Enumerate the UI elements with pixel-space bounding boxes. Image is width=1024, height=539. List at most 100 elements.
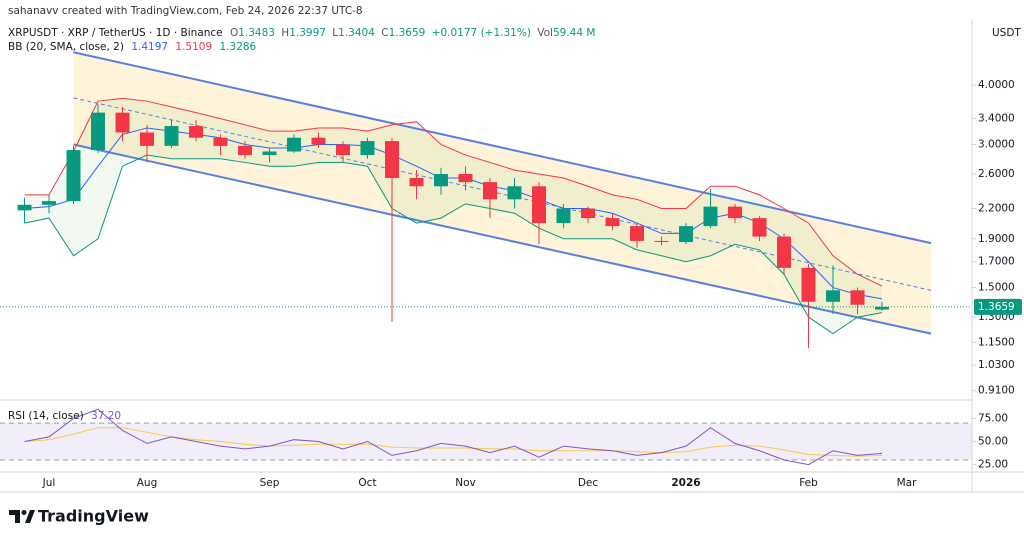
y-tick-label: 3.0000 (978, 138, 1015, 150)
y-tick-label: 1.5000 (978, 282, 1015, 294)
x-tick-label: 2026 (671, 477, 700, 489)
candle-body (679, 226, 693, 243)
price-tag-label: 1.3659 (978, 301, 1015, 313)
logo-dot (21, 510, 27, 515)
y-tick-label: 4.0000 (978, 79, 1015, 91)
candle-body (483, 182, 497, 200)
bb-fill (24, 98, 882, 334)
candle-body (140, 132, 154, 146)
candle-body (360, 141, 375, 156)
ohlc-letter: O (230, 27, 238, 39)
candle-body (458, 174, 473, 183)
x-tick-label: Dec (578, 477, 599, 489)
candle-body (434, 174, 448, 187)
candle-body (532, 186, 546, 224)
candle-body (850, 290, 865, 305)
bb-legend: BB (20, SMA, close, 2) 1.4197 1.5109 1.3… (8, 41, 257, 53)
credit: sahanavv created with TradingView.com, F… (8, 5, 363, 17)
ohlc-letter: H (281, 27, 289, 39)
ohlc-value: 1.3997 (289, 27, 326, 39)
candle-body (409, 178, 424, 187)
rsi-band (0, 423, 972, 460)
plot-area (0, 51, 972, 466)
candle-body (630, 226, 644, 241)
channel-fill (73, 52, 931, 334)
candle-body (507, 186, 522, 200)
volume-value: 59.44 M (553, 27, 595, 39)
candle-body (875, 306, 889, 310)
volume-label: Vol (537, 27, 553, 39)
x-tick-label: Nov (455, 477, 476, 489)
rsi-tick-label: 50.00 (978, 436, 1008, 448)
candle-body (777, 236, 791, 268)
y-tick-label: 3.4000 (978, 113, 1015, 125)
x-tick-label: Oct (358, 477, 376, 489)
candle-body (311, 137, 326, 145)
x-tick-label: Jul (42, 477, 56, 489)
candle-body (728, 206, 742, 219)
candle-body (826, 290, 840, 302)
symbol: XRPUSDT · XRP / TetherUS · 1D · Binance (8, 27, 223, 39)
y-unit: USDT (992, 27, 1021, 39)
price-tag (974, 298, 1022, 315)
rsi-line (24, 408, 883, 466)
rsi-title: RSI (14, close) (8, 410, 84, 422)
x-tick-label: Mar (897, 477, 917, 489)
ohlc-value: 1.3483 (238, 27, 275, 39)
x-tick-label: Sep (260, 477, 280, 489)
y-tick-label: 1.1500 (978, 336, 1015, 348)
logo-mark (25, 510, 35, 523)
channel-line (73, 143, 932, 335)
ohlc-value: 1.3404 (338, 27, 375, 39)
symbol-legend: XRPUSDT · XRP / TetherUS · 1D · Binance … (8, 27, 595, 39)
candle-body (238, 145, 252, 156)
x-tick-label: Aug (137, 477, 158, 489)
candle-body (91, 112, 105, 151)
rsi-tick-label: 25.00 (978, 459, 1008, 471)
y-tick-label: 2.6000 (978, 168, 1015, 180)
candle-body (752, 218, 767, 237)
y-tick-label: 1.0300 (978, 359, 1015, 371)
y-tick-label: 1.9000 (978, 233, 1015, 245)
candle-body (801, 267, 816, 302)
brand: TradingView (38, 507, 149, 526)
candle-body (605, 218, 620, 227)
y-tick-label: 2.2000 (978, 202, 1015, 214)
rsi-pane (0, 408, 972, 466)
x-tick-label: Feb (799, 477, 818, 489)
candle-body (115, 112, 130, 133)
candle-body (287, 137, 301, 152)
candle-body (385, 141, 399, 179)
candle-body (336, 144, 350, 156)
change: +0.0177 (+1.31%) (432, 27, 531, 39)
candle-body (581, 208, 595, 219)
candle-body (66, 150, 81, 202)
bb-lower-value: 1.3286 (220, 41, 257, 53)
bb-upper (24, 97, 883, 287)
rsi-ma (24, 427, 883, 457)
bb-middle-value: 1.4197 (131, 41, 168, 53)
logo-mark (9, 510, 20, 523)
logo: TradingView (9, 507, 149, 526)
bb-title: BB (20, SMA, close, 2) (8, 41, 124, 53)
y-tick-label: 0.9100 (978, 385, 1015, 397)
bb-upper-value: 1.5109 (175, 41, 212, 53)
candle-body (189, 126, 203, 138)
rsi-legend: RSI (14, close) 37.20 (8, 410, 121, 422)
candle-body (213, 137, 228, 146)
y-tick-label: 1.7000 (978, 256, 1015, 268)
ohlc-value: 1.3659 (389, 27, 426, 39)
rsi-tick-label: 75.00 (978, 412, 1008, 424)
price-pane (17, 51, 932, 348)
candle-body (17, 204, 32, 211)
candle-body (42, 201, 56, 205)
candle-body (703, 206, 718, 227)
candle-body (262, 151, 277, 156)
candle-body (556, 208, 571, 224)
candle-body (654, 240, 669, 243)
rsi-value: 37.20 (91, 410, 121, 422)
bb-lower (24, 154, 883, 335)
ohlc-letter: C (381, 27, 388, 39)
candle-body (164, 126, 179, 146)
